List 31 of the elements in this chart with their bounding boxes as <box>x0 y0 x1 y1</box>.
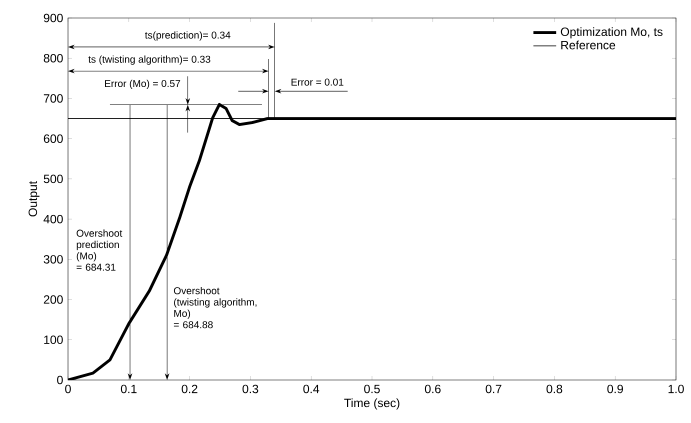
y-tick-label: 900 <box>44 14 63 22</box>
legend-label: Optimization Mo, ts <box>560 27 663 38</box>
y-tick-label: 400 <box>44 214 63 224</box>
annotation: Overshoot prediction (Mo) = 684.31 <box>76 229 122 271</box>
legend-label: Reference <box>561 40 616 50</box>
annotation: ts(prediction)= 0.34 <box>144 31 230 41</box>
x-tick-label: 0 <box>65 384 71 394</box>
annotation: Error = 0.01 <box>292 78 344 86</box>
x-axis-title: Time (sec) <box>344 398 400 410</box>
y-tick-label: 200 <box>44 295 63 304</box>
x-tick-label: 0.5 <box>364 384 380 394</box>
x-tick-label: 0.1 <box>120 384 137 394</box>
annotation: Error (Mo) = 0.57 <box>105 80 180 90</box>
y-tick-label: 300 <box>44 255 63 264</box>
y-tick-label: 100 <box>44 336 63 344</box>
x-tick-label: 0.8 <box>546 384 562 394</box>
y-tick-label: 0 <box>57 376 63 384</box>
x-tick-label: 0.2 <box>182 384 198 394</box>
annotation: ts (twisting algorithm)= 0.33 <box>88 55 210 65</box>
y-tick-label: 600 <box>44 134 63 143</box>
y-tick-label: 700 <box>44 94 63 103</box>
x-tick-label: 0.6 <box>424 384 441 394</box>
y-tick-label: 500 <box>44 174 63 184</box>
x-tick-label: 0.9 <box>607 384 623 394</box>
x-tick-label: 0.3 <box>242 384 258 394</box>
annotation: Overshoot (twisting algorithm, Mo) = 684.88 <box>174 286 256 328</box>
y-tick-label: 800 <box>44 54 63 62</box>
y-axis-title: Output <box>28 181 40 216</box>
x-tick-label: 0.4 <box>303 384 320 394</box>
x-tick-label: 1.0 <box>668 384 684 394</box>
x-tick-label: 0.7 <box>486 384 502 394</box>
